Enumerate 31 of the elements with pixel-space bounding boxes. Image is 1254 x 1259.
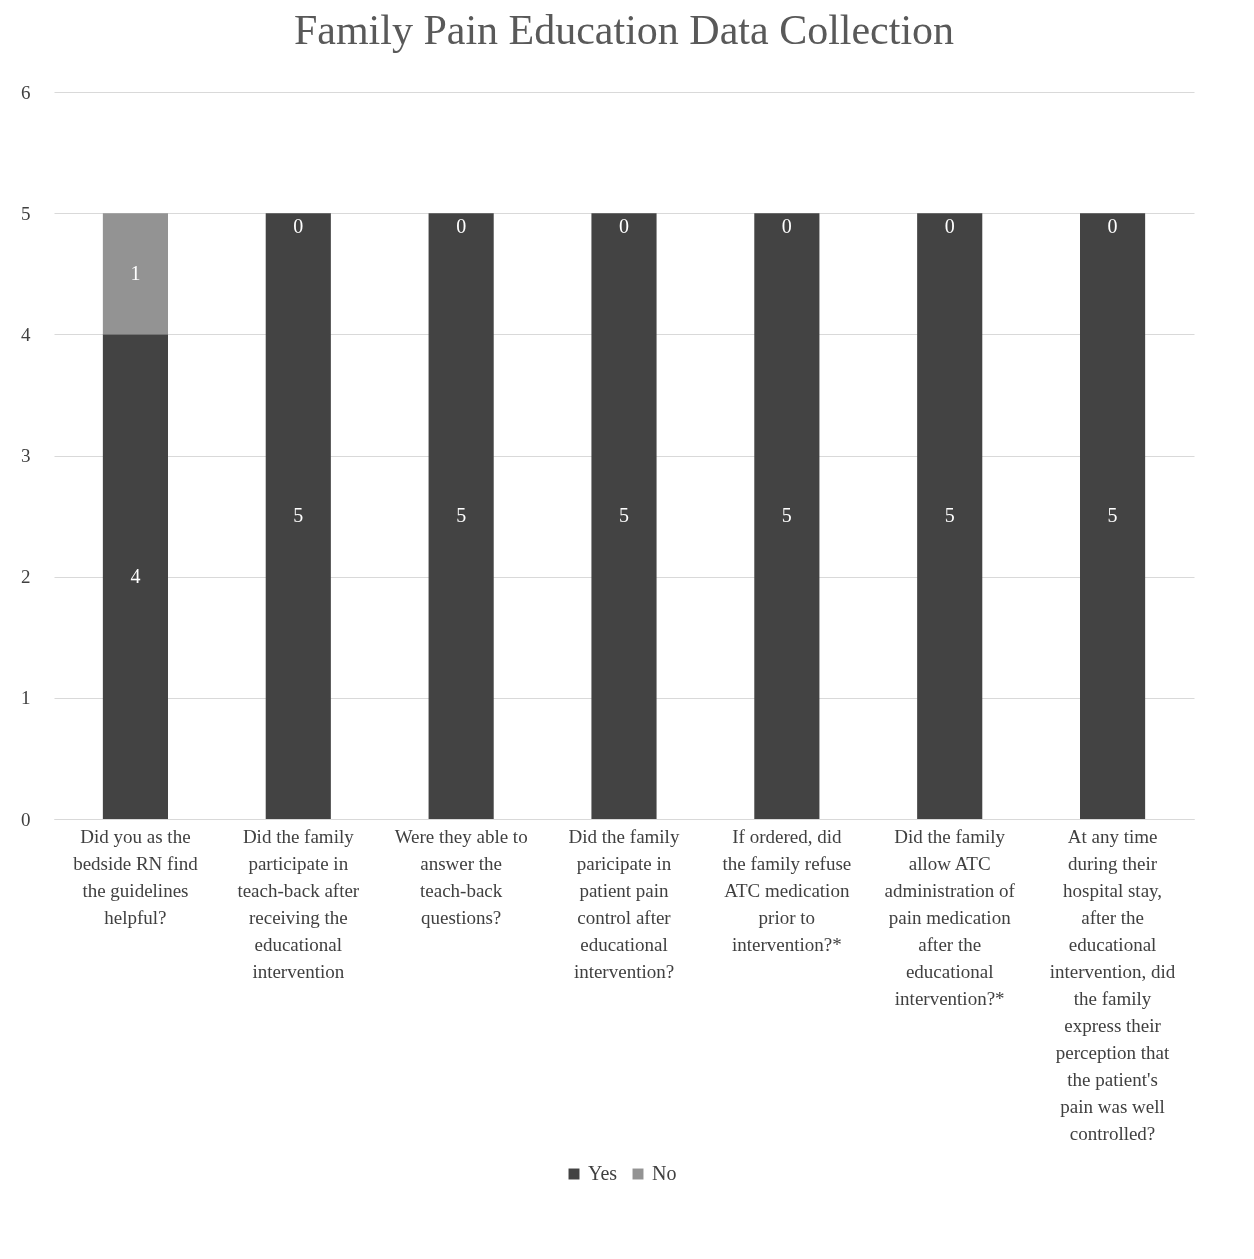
category-label: At any time during their hospital stay, after the educational intervention, did the family express their perception that the patient's pain was well controlled?	[1049, 825, 1176, 1144]
data-label: 0	[293, 215, 304, 238]
legend-label: No	[652, 1162, 677, 1184]
data-label: 5	[619, 504, 629, 527]
data-label: 5	[456, 504, 467, 527]
data-label: 5	[1107, 504, 1118, 527]
y-tick-label: 3	[21, 445, 31, 466]
data-label: 0	[781, 215, 792, 238]
y-tick-label: 2	[21, 566, 31, 588]
x-tick-label: Did you as the bedside RN find the guidelines helpful?	[73, 825, 199, 928]
data-label: 0	[619, 215, 629, 238]
data-label: 0	[456, 215, 467, 238]
y-tick-label: 0	[21, 808, 31, 830]
data-label: 5	[944, 504, 955, 527]
legend-label: Yes	[588, 1162, 618, 1184]
data-label: 5	[293, 504, 304, 527]
x-tick-label: Did the family paricipate in patient pain control after educational intervention?	[568, 825, 680, 982]
y-tick-label: 6	[21, 81, 31, 103]
x-tick-label: Were they able to answer the teach-back questions?	[394, 825, 528, 928]
y-tick-label: 5	[21, 202, 31, 224]
x-tick-label: Did the family participate in teach-back after receiving the educational intervention	[237, 825, 360, 982]
data-label: 1	[130, 261, 141, 284]
data-label: 0	[944, 215, 955, 238]
x-tick-label: If ordered, did the family refuse ATC medication prior to intervention?*	[722, 825, 852, 955]
y-tick-label: 4	[21, 323, 31, 345]
x-tick-label: Did the family allow ATC administration of pain medication after the educational intervention?*	[884, 825, 1016, 1009]
data-label: 0	[1107, 215, 1118, 238]
data-label: 5	[781, 504, 792, 527]
y-tick-label: 1	[21, 687, 31, 709]
data-label: 4	[130, 564, 141, 587]
chart-title: Family Pain Education Data Collection	[293, 7, 955, 53]
